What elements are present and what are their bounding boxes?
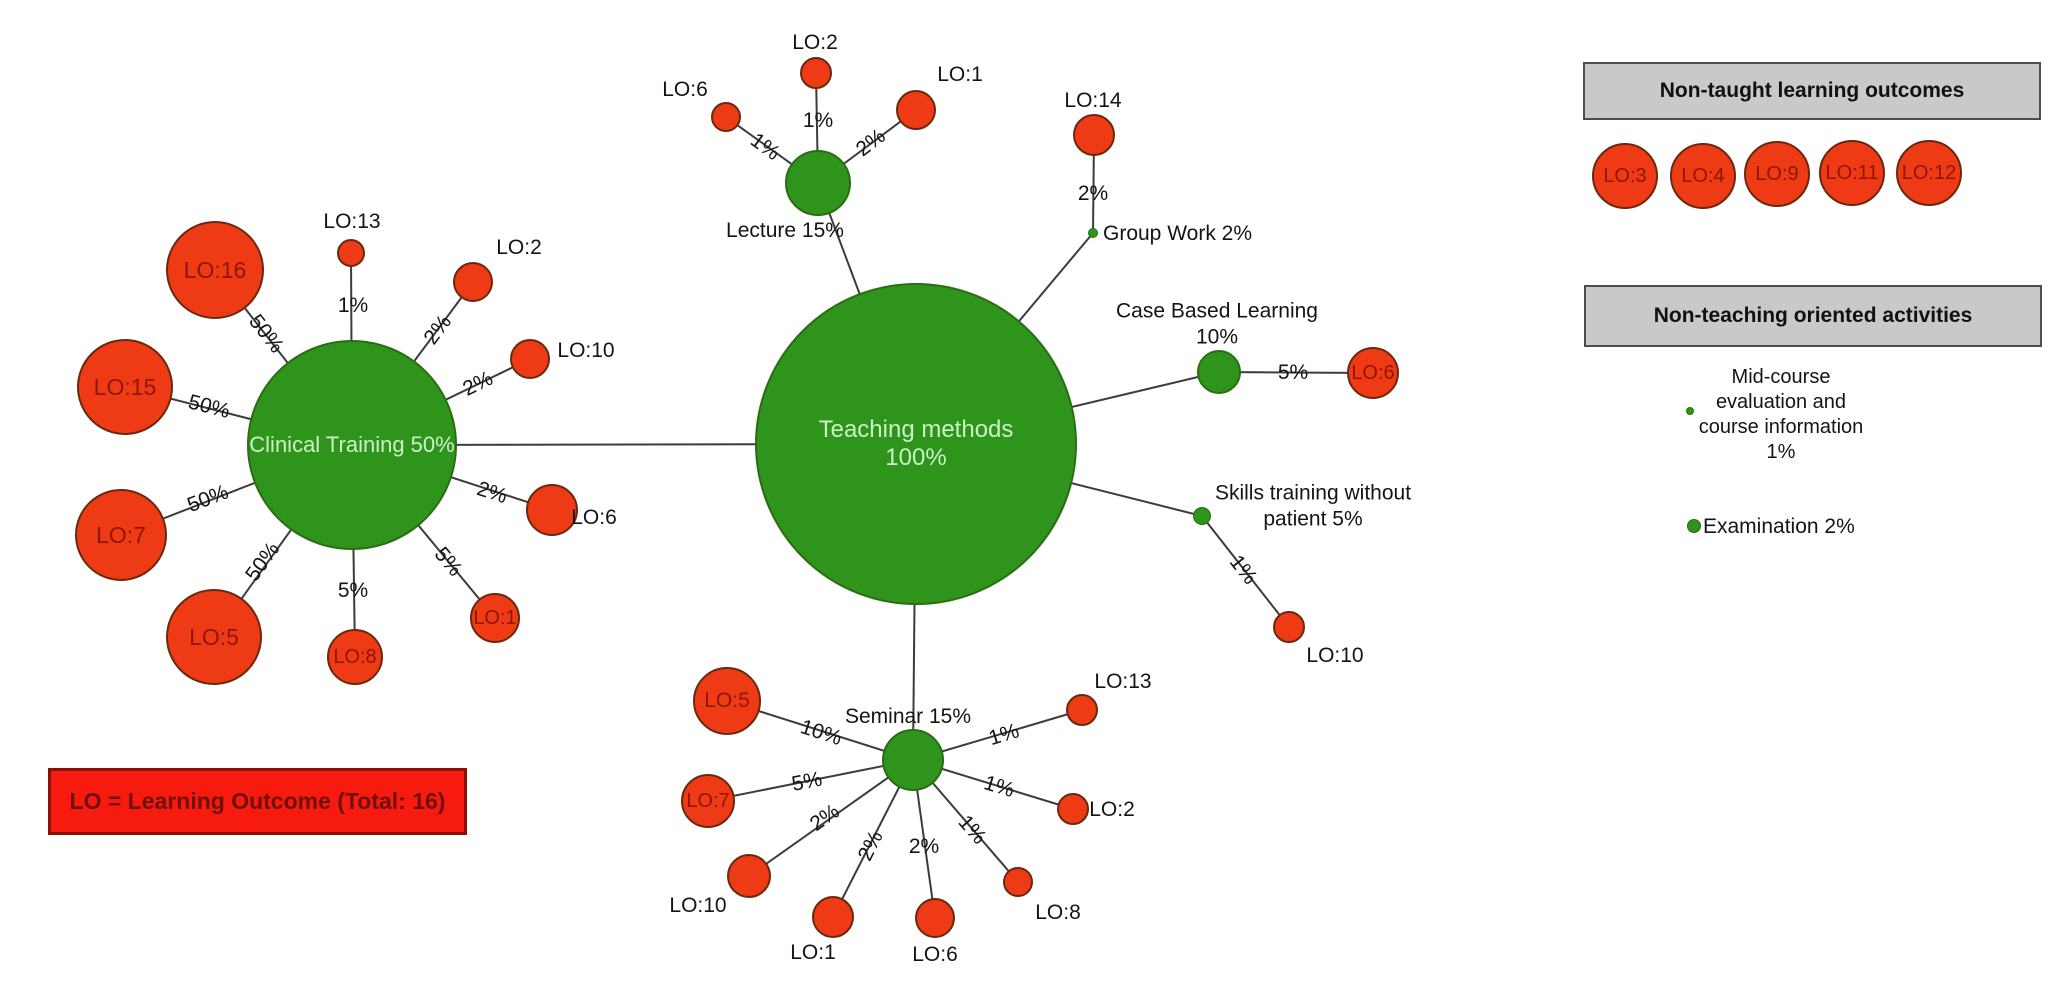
mid-course-dot (1686, 407, 1694, 415)
edge-label: 5% (337, 579, 369, 603)
node-external-label: LO:1 (790, 941, 836, 965)
node-lo-7-seminar-label: LO:7 (686, 789, 730, 812)
node-lo-10-seminar (727, 854, 771, 898)
node-lo-6-clinical (526, 484, 578, 536)
node-lo-13-seminar (1066, 694, 1098, 726)
node-lo-1-seminar (812, 896, 854, 938)
non-taught-circle-4: LO:11 (1819, 140, 1885, 206)
node-external-label: LO:10 (669, 894, 727, 918)
non-taught-circle-label: LO:3 (1603, 164, 1647, 187)
node-lo-5-seminar-label: LO:5 (704, 688, 750, 712)
edge-label: 5% (1277, 361, 1309, 385)
node-lo-6-cbl: LO:6 (1347, 347, 1399, 399)
node-lo-14 (1073, 114, 1115, 156)
node-lo-13-clinical (337, 239, 365, 267)
node-lo-15-label: LO:15 (93, 373, 157, 400)
node-external-label: LO:2 (496, 236, 542, 260)
non-taught-panel-title: Non-taught learning outcomes (1659, 79, 1965, 102)
node-group-work (1088, 228, 1098, 238)
non-teaching-panel-title: Non-teaching oriented activities (1653, 304, 1973, 327)
node-lo-10-skills (1273, 611, 1305, 643)
node-clinical-training-label: Clinical Training 50% (249, 432, 455, 458)
node-lo-1-clinical: LO:1 (470, 593, 520, 643)
edge-label: 1% (337, 294, 369, 318)
node-lo-1-clinical-label: LO:1 (473, 606, 517, 629)
node-external-label: LO:13 (323, 210, 381, 234)
node-external-label: LO:6 (912, 943, 958, 967)
node-lo-10-clinical (510, 339, 550, 379)
node-external-label: LO:1 (937, 63, 983, 87)
lo-legend-box: LO = Learning Outcome (Total: 16) (48, 768, 467, 835)
node-external-label: LO:6 (571, 506, 617, 530)
node-lo-6-cbl-label: LO:6 (1351, 361, 1395, 384)
examination-note: Examination 2% (1703, 515, 1855, 538)
edge-label: 1% (802, 109, 834, 133)
edge-line (707, 759, 914, 802)
node-lo-7-clinical: LO:7 (75, 489, 167, 581)
node-lo-8-clinical: LO:8 (327, 629, 383, 685)
examination-dot (1687, 519, 1701, 533)
node-external-label: LO:2 (1089, 798, 1135, 822)
node-external-label: Lecture 15% (726, 219, 844, 243)
node-external-label: LO:2 (792, 31, 838, 55)
non-taught-circle-1: LO:3 (1592, 143, 1658, 209)
edge-line (1201, 515, 1290, 628)
node-lo-8-clinical-label: LO:8 (333, 645, 377, 668)
node-lo-7-seminar: LO:7 (681, 774, 735, 828)
mid-course-note: Mid-course evaluation and course informa… (1698, 366, 1864, 463)
node-lo-2-seminar (1057, 793, 1089, 825)
non-taught-panel-header: Non-taught learning outcomes (1583, 62, 2041, 120)
edge-label: 2% (908, 835, 940, 859)
node-external-label: Skills training without patient 5% (1214, 481, 1412, 530)
non-taught-circle-3: LO:9 (1744, 141, 1810, 207)
non-taught-circle-2: LO:4 (1670, 143, 1736, 209)
node-external-label: LO:10 (1306, 644, 1364, 668)
node-seminar (882, 729, 944, 791)
node-lo-5-seminar: LO:5 (693, 667, 761, 735)
non-teaching-panel-header: Non-teaching oriented activities (1584, 285, 2042, 347)
node-lo-5-clinical: LO:5 (166, 589, 262, 685)
node-lo-8-seminar (1003, 867, 1033, 897)
non-taught-circle-label: LO:9 (1755, 162, 1799, 185)
node-lo-16-label: LO:16 (183, 256, 247, 283)
node-teaching-methods: Teaching methods 100% (755, 283, 1077, 605)
node-external-label: LO:13 (1094, 670, 1152, 694)
node-external-label: Seminar 15% (844, 705, 972, 729)
node-lo-7-clinical-label: LO:7 (96, 521, 146, 548)
node-case-based-learning (1197, 350, 1241, 394)
edge-label: 2% (1077, 182, 1109, 206)
node-external-label: LO:6 (662, 78, 708, 102)
node-lo-1-lecture (896, 90, 936, 130)
node-lo-15: LO:15 (77, 339, 173, 435)
node-external-label: LO:14 (1064, 89, 1122, 113)
node-external-label: Group Work 2% (1103, 222, 1252, 246)
non-taught-circle-label: LO:4 (1681, 164, 1725, 187)
node-lecture (785, 150, 851, 216)
node-skills-training (1193, 507, 1211, 525)
node-lo-2-clinical (453, 262, 493, 302)
node-lo-5-clinical-label: LO:5 (189, 623, 239, 650)
node-external-label: LO:10 (557, 339, 615, 363)
node-lo-6-lecture (711, 102, 741, 132)
node-teaching-methods-label: Teaching methods 100% (818, 416, 1014, 471)
node-clinical-training: Clinical Training 50% (247, 340, 457, 550)
non-taught-circle-label: LO:11 (1825, 161, 1879, 184)
lo-legend-text: LO = Learning Outcome (Total: 16) (69, 788, 446, 814)
edge-line (748, 759, 914, 877)
non-taught-circle-5: LO:12 (1896, 140, 1962, 206)
node-lo-6-seminar (915, 898, 955, 938)
node-lo-16: LO:16 (166, 221, 264, 319)
node-lo-2-lecture (800, 57, 832, 89)
node-external-label: LO:8 (1035, 901, 1081, 925)
node-external-label: Case Based Learning 10% (1116, 299, 1318, 348)
non-taught-circle-label: LO:12 (1901, 161, 1957, 184)
